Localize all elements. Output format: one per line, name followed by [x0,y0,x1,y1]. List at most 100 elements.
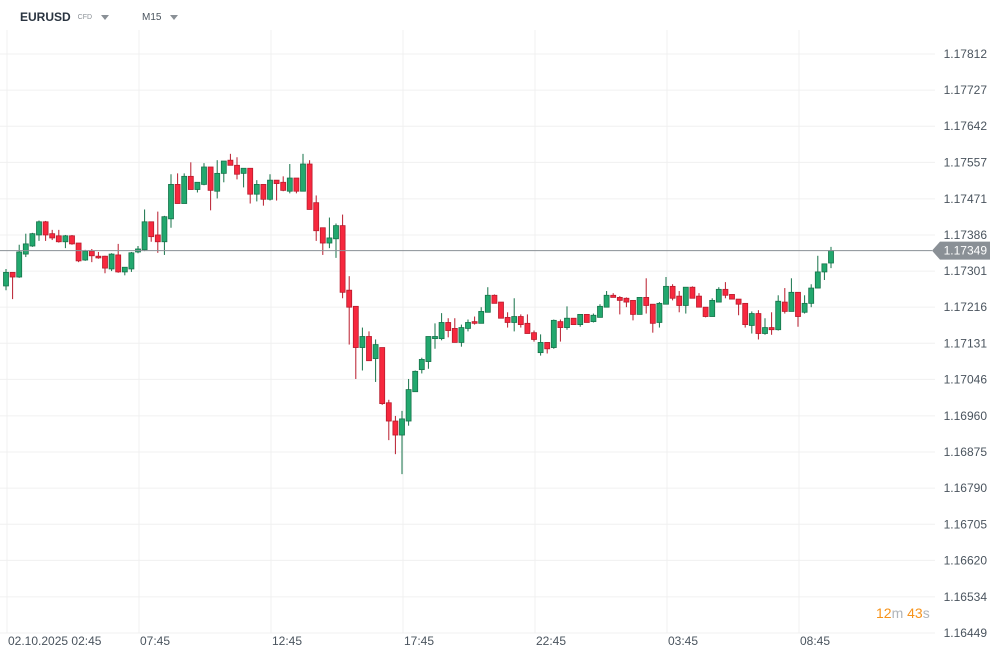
candle [597,304,603,318]
candle [36,220,42,241]
candle [412,370,419,393]
candle-body-down [742,302,749,325]
candle-body-down [616,297,623,301]
candle-body-down [366,336,372,362]
candle [181,173,188,204]
candle [649,303,656,333]
candle [187,162,194,190]
candle [240,167,247,188]
candle [29,232,36,247]
current-price-label: 1.17349 [944,244,988,258]
candle-body-up [326,237,333,244]
candle-body-up [267,179,273,200]
candle [788,278,795,312]
candle [220,160,227,183]
current-price-marker: 1.17349 [0,241,990,260]
candle [69,234,75,245]
candle [729,294,735,300]
candle [286,164,293,194]
candle [748,311,755,334]
candle-body-up [240,167,247,174]
candle [656,302,663,328]
candle-body-down [610,294,617,298]
candle-body-down [795,291,801,317]
candle-body-down [544,342,551,350]
candle [715,287,722,303]
candle-body-up [168,184,174,220]
candle-body-up [682,286,689,306]
candle [135,246,141,254]
candle-body-up [36,221,42,236]
candle-body-down [735,298,742,305]
candle [201,163,207,186]
grid-lines [0,30,935,634]
candle-body-down [174,184,181,204]
time-tick-label: 03:45 [668,634,698,648]
countdown-minutes-unit: m [891,605,904,621]
candle-body-down [498,301,504,319]
candle [75,242,82,263]
candle-body-down [260,184,267,200]
price-tick-label: 1.16620 [944,553,988,567]
candle [663,277,669,305]
candle [735,298,742,316]
candle [471,316,478,325]
candle-body-down [154,234,161,243]
candle-body-up [194,181,201,190]
candle [227,153,234,166]
candle-body-down [319,227,326,244]
candle [643,278,650,314]
candle-body-down [385,402,392,422]
candle-body-down [623,297,630,303]
candle-body-down [643,297,650,306]
candle-body-up [550,319,557,348]
price-tick-label: 1.16534 [944,590,988,604]
timeframe-selector[interactable]: M15 [142,12,179,23]
candle-body-up [636,297,643,315]
candle [372,339,379,382]
candle [696,293,702,308]
price-tick-label: 1.17642 [944,119,988,133]
candle-body-down [504,316,511,323]
chevron-down-icon [170,15,179,20]
candle [55,229,62,243]
candle-body-up [663,285,669,305]
candle-body-down [75,242,82,262]
candle-body-up [29,233,36,247]
price-tick-label: 1.16705 [944,517,988,531]
candle [742,302,749,328]
candle-body-up [286,177,293,192]
candle-body-down [649,303,656,324]
candle-body-down [722,288,729,296]
candle-body-up [214,172,221,192]
candle [531,330,537,342]
candle [498,301,504,319]
candle-body-down [491,294,498,304]
candle-body-up [412,370,419,393]
candle-body-down [696,295,702,308]
candle [247,167,254,204]
candle [293,177,300,194]
candle [148,221,155,242]
candle [550,319,557,349]
price-tick-label: 1.17386 [944,228,988,242]
candle [154,211,161,253]
candle [722,282,729,299]
time-tick-label: 07:45 [140,634,170,648]
candle-body-up [828,250,834,264]
candle [280,176,287,192]
symbol-selector[interactable]: EURUSD CFD [20,10,110,24]
candle [326,217,333,249]
candle [762,318,768,335]
candle [214,160,221,199]
candle [273,179,280,201]
candle-body-up [537,342,544,354]
candle [781,288,788,314]
candle [458,324,465,347]
candle-body-up [788,291,795,312]
candle-body-down [148,221,155,238]
candle [313,195,320,241]
candle-body-down [9,271,16,278]
candle-body-up [62,235,69,243]
